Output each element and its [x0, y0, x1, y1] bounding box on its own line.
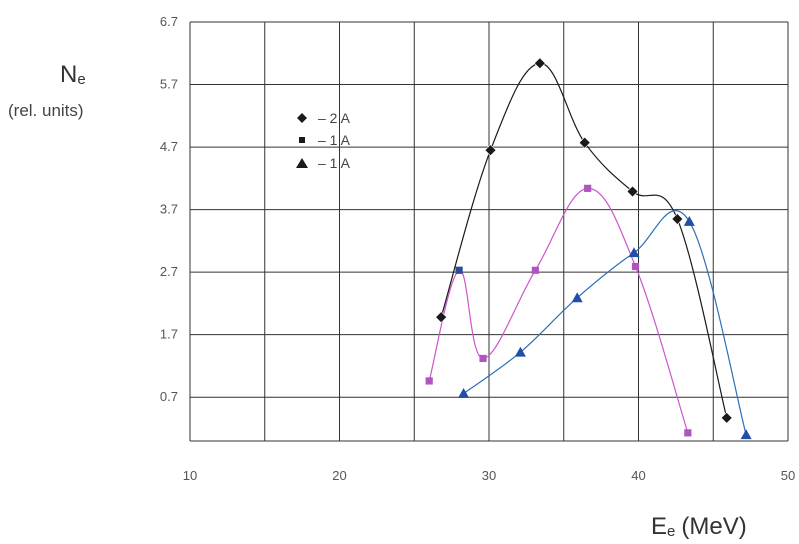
data-point-series-3-4	[628, 247, 640, 258]
y-axis-label: Ne	[60, 61, 86, 88]
data-point-series-1-3	[533, 57, 546, 70]
data-point-series-1-5	[626, 185, 639, 198]
y-tick-label: 6.7	[160, 14, 178, 29]
data-point-series-1-2	[484, 144, 497, 157]
x-tick-labels: 10 20 30 40 50	[183, 468, 795, 483]
y-tick-label: 4.7	[160, 139, 178, 154]
data-point-series-1-7	[720, 411, 733, 424]
legend-entry-series-3: – 1 A	[296, 155, 351, 171]
data-point-series-1-4	[578, 136, 591, 149]
x-axis-label-subscript: e	[667, 523, 675, 540]
data-point-series-2-7	[684, 429, 692, 437]
data-point-series-3-3	[571, 292, 583, 303]
legend-label-series-1: – 2 A	[318, 110, 351, 126]
data-point-series-1-6	[671, 213, 684, 225]
y-tick-label: 3.7	[160, 202, 178, 217]
data-point-series-3-5	[683, 215, 695, 226]
data-point-series-3-1	[458, 387, 470, 398]
data-point-series-2-2	[455, 266, 463, 274]
y-tick-label: 5.7	[160, 77, 178, 92]
y-axis-units: (rel. units)	[8, 101, 84, 120]
data-point-series-3-6	[740, 429, 752, 440]
data-point-series-1-1	[435, 311, 448, 324]
y-tick-labels: 0.7 1.7 2.7 3.7 4.7 5.7 6.7	[160, 14, 178, 404]
y-tick-label: 2.7	[160, 264, 178, 279]
data-point-series-2-4	[531, 266, 539, 274]
x-tick-label: 50	[781, 468, 795, 483]
x-tick-label: 30	[482, 468, 496, 483]
legend-marker-diamond	[297, 113, 307, 123]
y-tick-label: 0.7	[160, 389, 178, 404]
x-tick-label: 40	[631, 468, 645, 483]
legend-entry-series-2: – 1 A	[299, 132, 351, 148]
legend-marker-square	[299, 137, 305, 143]
legend-label-series-2: – 1 A	[318, 132, 351, 148]
data-point-series-2-3	[479, 354, 487, 363]
y-tick-label: 1.7	[160, 327, 178, 342]
series-markers	[425, 57, 752, 440]
x-axis-label-main: E	[651, 513, 667, 540]
y-axis-label-main: N	[60, 61, 77, 88]
legend-label-series-3: – 1 A	[318, 155, 351, 171]
y-axis-label-subscript: e	[77, 71, 85, 88]
x-tick-label: 20	[332, 468, 346, 483]
data-point-series-2-5	[584, 184, 592, 192]
legend-entry-series-1: – 2 A	[297, 110, 351, 126]
legend-marker-triangle	[296, 158, 308, 168]
legend: – 2 A – 1 A – 1 A	[296, 110, 351, 171]
data-point-series-2-1	[425, 377, 433, 385]
x-axis-label-units: (MeV)	[681, 513, 746, 540]
x-tick-label: 10	[183, 468, 197, 483]
data-point-series-2-6	[631, 262, 640, 271]
x-axis-label: Ee (MeV)	[651, 513, 747, 540]
data-point-series-3-2	[514, 346, 526, 357]
